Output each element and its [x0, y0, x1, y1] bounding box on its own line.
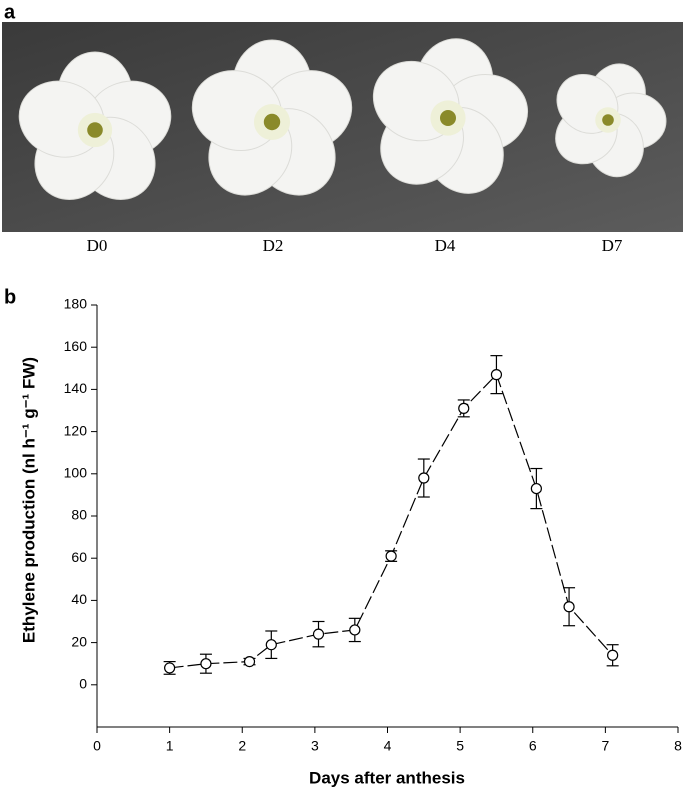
data-point [243, 655, 256, 668]
photo-caption: D4 [435, 236, 456, 255]
data-point [349, 624, 361, 636]
flowers [18, 38, 667, 200]
y-tick-label: 80 [71, 507, 87, 523]
x-tick-label: 1 [166, 738, 174, 754]
y-axis-label: Ethylene production (nl h⁻¹ g⁻¹ FW) [19, 357, 38, 643]
x-tick-label: 0 [93, 738, 101, 754]
data-point [385, 550, 397, 562]
x-tick-label: 6 [529, 738, 537, 754]
data-point [265, 639, 277, 651]
data-point [458, 402, 470, 414]
data-point [563, 601, 575, 613]
x-tick-label: 3 [311, 738, 319, 754]
data-point [490, 369, 503, 381]
flower-center [440, 110, 456, 126]
panel-label: a [4, 1, 16, 23]
data-point [312, 628, 325, 640]
y-tick-label: 180 [64, 296, 88, 312]
y-tick-label: 60 [71, 549, 87, 565]
flower-center [602, 114, 614, 126]
panel-label: b [4, 286, 16, 308]
x-tick-label: 5 [456, 738, 464, 754]
data-point [418, 472, 430, 484]
x-tick-label: 2 [238, 738, 246, 754]
data-point [607, 649, 619, 661]
photo-caption: D0 [87, 236, 108, 255]
y-tick-label: 100 [64, 465, 88, 481]
data-point [530, 482, 542, 495]
y-tick-label: 20 [71, 633, 87, 649]
data-line [169, 373, 614, 669]
data-point [164, 662, 176, 674]
photo-caption: D2 [263, 236, 284, 255]
photo-caption: D7 [602, 236, 623, 255]
x-axis-label: Days after anthesis [309, 768, 465, 787]
y-tick-label: 0 [79, 676, 87, 692]
x-tick-label: 8 [674, 738, 682, 754]
y-tick-label: 160 [64, 338, 88, 354]
x-tick-label: 4 [384, 738, 392, 754]
x-tick-label: 7 [601, 738, 609, 754]
flower-center [87, 122, 103, 138]
y-tick-label: 40 [71, 591, 87, 607]
flower-center [263, 113, 281, 131]
y-tick-label: 120 [64, 422, 88, 438]
y-tick-label: 140 [64, 380, 88, 396]
data-point [200, 658, 212, 670]
